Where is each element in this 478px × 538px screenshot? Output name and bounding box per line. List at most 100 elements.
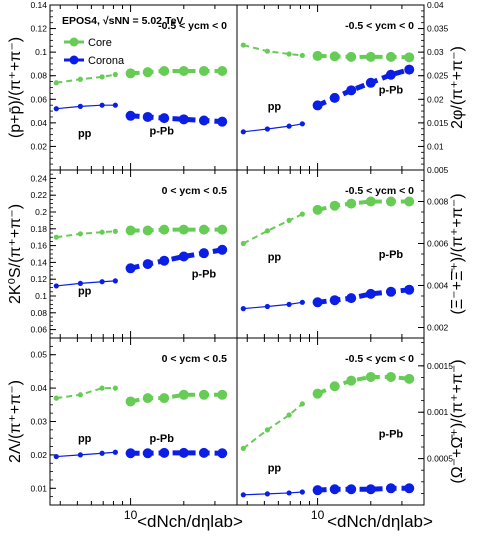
data-point-core-ppb: [159, 66, 170, 76]
system-label: p-Pb: [192, 269, 217, 281]
data-point-core-ppb: [312, 388, 323, 399]
data-point-corona-ppb: [365, 484, 376, 495]
data-point-core-ppb: [404, 52, 415, 63]
data-point-corona-ppb: [312, 485, 323, 496]
data-point-core-ppb: [198, 389, 209, 400]
y-tick-label: 0.22: [30, 190, 47, 200]
data-point-corona-ppb: [217, 116, 228, 127]
y-tick-label: 0.002: [427, 323, 449, 333]
data-point-corona-ppb: [159, 113, 170, 124]
data-point-core-ppb: [142, 393, 153, 404]
series-line-core-pp: [56, 387, 116, 400]
data-point-core-ppb: [125, 225, 136, 236]
data-point-corona-ppb: [329, 484, 340, 495]
data-point-core-ppb: [159, 224, 170, 235]
data-point-core-ppb: [365, 51, 376, 62]
data-point-core-ppb: [142, 67, 153, 78]
data-point-core-ppb: [404, 373, 415, 384]
data-point-corona-ppb: [159, 255, 170, 266]
data-point-corona-pp: [99, 279, 105, 285]
panels: 0.02 0.04 0.06 0.08 0.1 0.12 0.14 (p+p̄)/(π⁺+π⁻…: [7, 0, 466, 522]
data-point-corona-pp: [99, 450, 105, 456]
data-point-corona-ppb: [385, 483, 396, 494]
data-point-corona-pp: [53, 106, 59, 112]
data-point-core-ppb: [178, 389, 189, 400]
panel-bottom-left: 0.01 0.02 0.03 0.04 0.05 10 2Λ/(π⁺+π⁻) 0 < ycm …: [7, 337, 238, 522]
series-line-corona-pp: [243, 491, 303, 496]
data-point-corona-ppb: [142, 259, 153, 270]
data-point-corona-pp: [53, 283, 59, 289]
data-point-core-pp: [53, 234, 59, 240]
data-point-core-ppb: [312, 50, 323, 61]
data-point-corona-pp: [77, 452, 83, 458]
data-point-core-pp: [112, 385, 118, 391]
system-label: pp: [268, 101, 282, 113]
data-point-core-pp: [264, 48, 270, 54]
y-axis-label: (Ω⁻+Ω̄⁺)/(π⁺+π⁻): [449, 359, 466, 483]
x-tick-label: 10: [124, 508, 138, 522]
data-point-core-pp: [112, 71, 118, 78]
panel-frame: [236, 337, 425, 506]
y-tick-label: 0.1: [35, 47, 47, 57]
data-point-core-pp: [240, 42, 246, 48]
system-label: pp: [78, 285, 92, 297]
data-point-core-ppb: [329, 200, 340, 211]
y-tick-label: 0.04: [30, 383, 47, 393]
data-point-corona-ppb: [312, 100, 323, 111]
y-tick-label: 0.14: [30, 0, 47, 10]
data-point-core-pp: [299, 211, 305, 217]
data-point-core-pp: [77, 76, 83, 82]
y-axis-label: (Ξ⁻+Ξ̄⁺)/(π⁺+π⁻): [449, 193, 466, 314]
data-point-core-pp: [53, 80, 59, 86]
x-axis-label-right: <dNch/dηlab>: [327, 512, 433, 531]
data-point-core-ppb: [346, 198, 357, 209]
data-point-core-ppb: [329, 51, 340, 62]
data-point-corona-pp: [299, 489, 305, 495]
data-point-corona-ppb: [346, 484, 357, 495]
y-tick-label: 0.14: [30, 257, 47, 267]
rapidity-annotation: 0 < ycm < 0.5: [162, 185, 228, 197]
figure-header: EPOS4, √sNN = 5.02 TeV: [62, 15, 183, 27]
series-line-corona-pp: [56, 280, 116, 287]
y-tick-label: 0.18: [30, 224, 47, 234]
y-tick-label: 0.12: [30, 274, 47, 284]
series-line-corona-pp: [56, 451, 116, 458]
data-point-core-pp: [286, 217, 292, 223]
panel-bottom-right: 0.0005 0.001 0.0015 10 (Ω⁻+Ω̄⁺)/(π⁺+π⁻) -0.5 …: [236, 337, 466, 522]
data-point-corona-pp: [286, 123, 292, 129]
data-point-core-pp: [286, 412, 292, 418]
data-point-core-pp: [99, 229, 105, 235]
y-tick-label: 0.03: [427, 47, 444, 57]
y-tick-label: 0.04: [427, 0, 444, 10]
legend-core-label: Core: [88, 37, 112, 49]
data-point-corona-ppb: [125, 263, 136, 274]
y-tick-label: 0.015: [427, 118, 449, 128]
data-point-corona-ppb: [365, 77, 376, 88]
y-tick-label: 0.06: [30, 325, 47, 335]
y-tick-label: 0.24: [30, 173, 47, 183]
y-tick-label: 0.04: [30, 118, 47, 128]
data-point-core-ppb: [159, 393, 170, 404]
data-point-core-ppb: [178, 224, 189, 235]
data-point-corona-ppb: [404, 483, 415, 494]
x-tick-label: 10: [311, 508, 325, 522]
data-point-core-ppb: [346, 51, 357, 62]
series-line-corona-pp: [243, 123, 303, 133]
data-point-corona-pp: [286, 301, 292, 307]
data-point-corona-ppb: [365, 288, 376, 299]
data-point-corona-ppb: [385, 286, 396, 297]
data-point-core-ppb: [329, 381, 340, 392]
data-point-corona-pp: [299, 299, 305, 305]
data-point-corona-ppb: [198, 115, 209, 126]
data-point-core-ppb: [385, 51, 396, 62]
y-tick-label: 0.02: [427, 94, 444, 104]
data-point-core-pp: [99, 385, 105, 391]
rapidity-annotation: -0.5 < ycm < 0: [158, 20, 227, 32]
data-point-corona-pp: [77, 280, 83, 286]
data-point-corona-pp: [112, 449, 118, 455]
data-point-core-pp: [77, 392, 83, 398]
rapidity-annotation: -0.5 < ycm < 0: [345, 353, 414, 365]
data-point-core-ppb: [312, 204, 323, 215]
data-point-core-ppb: [385, 196, 396, 207]
system-label: p-Pb: [379, 85, 404, 97]
